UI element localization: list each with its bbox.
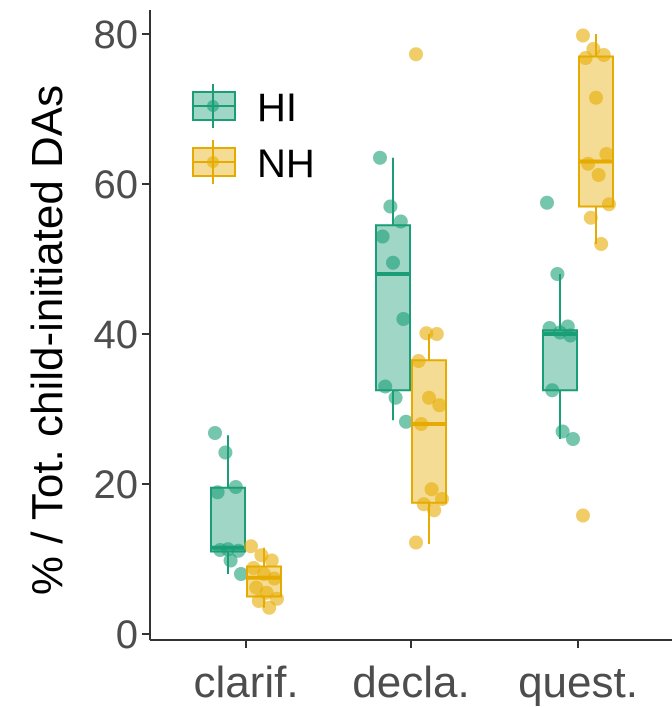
point-hi [234,567,248,581]
point-hi [566,432,580,446]
point-hi [208,426,222,440]
point-nh [262,600,277,615]
x-tick-label: clarif. [193,658,298,707]
point-hi [228,480,243,494]
point-hi [218,445,233,460]
axes: 0 20 40 60 80 clarif. decla. quest. [94,10,672,707]
point-hi [231,543,246,558]
point-nh [424,482,439,497]
point-hi [373,150,387,165]
x-tick-label: quest. [518,658,638,707]
point-nh [427,503,442,518]
point-nh [422,390,436,405]
point-hi [396,312,411,326]
point-nh [576,28,590,43]
box-nh-quest [578,34,614,244]
y-tick-label: 60 [94,163,139,207]
point-nh [419,326,434,341]
y-axis-label: % / Tot. child-initiated DAs [23,85,72,595]
box-iqr [375,224,411,392]
point-nh [589,90,603,105]
y-tick-label: 40 [94,313,139,357]
point-nh [583,210,598,225]
y-tick-label: 0 [116,613,138,657]
point-hi [550,267,565,281]
y-tick-label: 80 [94,13,139,57]
legend-item-hi: HI [192,84,297,130]
plot-marks [208,28,616,615]
point-hi [388,390,403,405]
x-tick-label: decla. [352,658,469,707]
point-hi [375,229,390,244]
box-iqr [578,55,614,208]
point-nh [432,398,447,413]
point-nh [409,535,423,550]
point-nh [244,539,258,554]
point-nh [578,51,593,65]
point-hi [540,195,554,210]
point-nh [414,417,429,431]
point-hi [386,255,400,270]
point-nh [264,553,279,568]
point-hi [563,328,578,343]
point-nh [594,237,609,251]
point-nh [416,497,431,512]
point-nh [596,48,611,62]
legend-label: NH [257,142,315,186]
legend: HI NH [192,84,315,186]
point-hi [378,379,393,394]
point-nh [409,47,423,62]
point-nh [267,571,282,586]
legend-key-point [207,100,219,112]
point-nh [435,492,449,506]
y-tick-label: 20 [94,463,139,507]
point-nh [249,580,264,595]
point-nh [254,548,269,563]
point-hi [393,214,408,229]
point-nh [429,327,444,341]
point-nh [581,156,596,171]
box-iqr [411,359,447,504]
point-nh [411,354,426,368]
legend-key-point [207,156,219,168]
point-hi [210,485,225,500]
point-hi [213,543,228,557]
point-nh [251,594,266,608]
point-hi [555,424,570,439]
point-hi [399,414,413,429]
point-nh [591,168,606,182]
point-nh [246,561,261,575]
box-hi-quest [542,274,578,439]
point-nh [599,147,614,161]
box-hi-decla [375,157,411,421]
point-nh [602,197,616,212]
legend-item-nh: NH [192,140,315,186]
point-nh [576,508,590,523]
point-hi [383,199,398,214]
legend-label: HI [257,86,297,130]
point-hi [223,553,238,568]
point-hi [545,383,560,398]
